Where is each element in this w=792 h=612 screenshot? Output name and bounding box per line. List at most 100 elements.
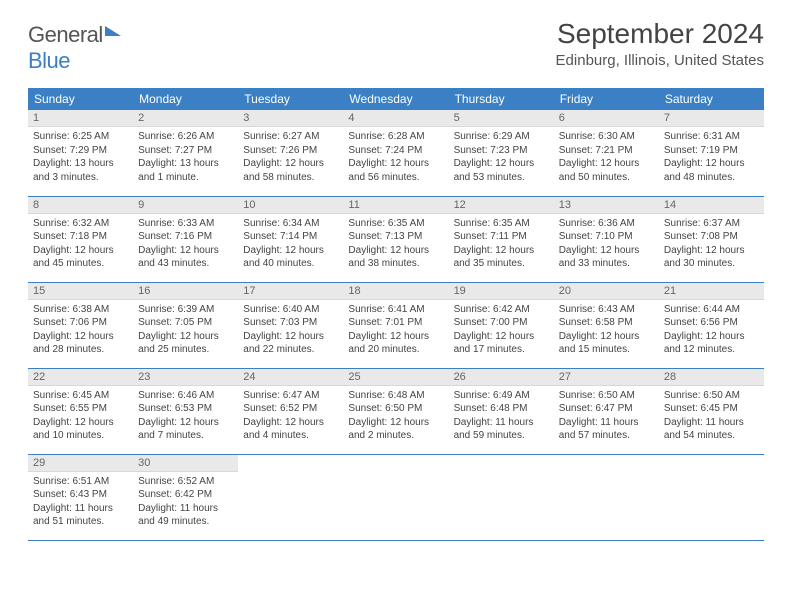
- day-details: Sunrise: 6:33 AMSunset: 7:16 PMDaylight:…: [133, 214, 238, 275]
- daylight-text: Daylight: 12 hours and 35 minutes.: [454, 244, 549, 271]
- day-number: 19: [449, 283, 554, 300]
- day-number: 28: [659, 369, 764, 386]
- calendar-day-cell: 29Sunrise: 6:51 AMSunset: 6:43 PMDayligh…: [28, 454, 133, 540]
- daylight-text: Daylight: 12 hours and 40 minutes.: [243, 244, 338, 271]
- sunset-text: Sunset: 7:19 PM: [664, 144, 759, 158]
- daylight-text: Daylight: 11 hours and 57 minutes.: [559, 416, 654, 443]
- calendar-day-cell: 3Sunrise: 6:27 AMSunset: 7:26 PMDaylight…: [238, 110, 343, 196]
- calendar-day-cell: 24 Sunrise: 6:47 AMSunset: 6:52 PMDayligh…: [238, 368, 343, 454]
- day-details: Sunrise: 6:30 AMSunset: 7:21 PMDaylight:…: [554, 127, 659, 188]
- calendar-day-cell: 17Sunrise: 6:40 AMSunset: 7:03 PMDayligh…: [238, 282, 343, 368]
- sunset-text: Sunset: 7:24 PM: [348, 144, 443, 158]
- day-number: 17: [238, 283, 343, 300]
- daylight-text: Daylight: 12 hours and 53 minutes.: [454, 157, 549, 184]
- day-details: Sunrise: 6:36 AMSunset: 7:10 PMDaylight:…: [554, 214, 659, 275]
- daylight-text: Daylight: 12 hours and 20 minutes.: [348, 330, 443, 357]
- calendar-day-cell: 22Sunrise: 6:45 AMSunset: 6:55 PMDayligh…: [28, 368, 133, 454]
- daylight-text: Daylight: 11 hours and 54 minutes.: [664, 416, 759, 443]
- sunrise-text: Sunrise: 6:46 AM: [138, 389, 233, 403]
- day-number: 3: [238, 110, 343, 127]
- daylight-text: Daylight: 12 hours and 10 minutes.: [33, 416, 128, 443]
- sunset-text: Sunset: 7:27 PM: [138, 144, 233, 158]
- daylight-text: Daylight: 12 hours and 56 minutes.: [348, 157, 443, 184]
- sunrise-text: Sunrise: 6:45 AM: [33, 389, 128, 403]
- day-details: Sunrise: 6:40 AMSunset: 7:03 PMDaylight:…: [238, 300, 343, 361]
- calendar-day-cell: 1Sunrise: 6:25 AMSunset: 7:29 PMDaylight…: [28, 110, 133, 196]
- daylight-text: Daylight: 12 hours and 28 minutes.: [33, 330, 128, 357]
- calendar-day-cell: 27Sunrise: 6:50 AMSunset: 6:47 PMDayligh…: [554, 368, 659, 454]
- sunset-text: Sunset: 7:00 PM: [454, 316, 549, 330]
- sunset-text: Sunset: 7:11 PM: [454, 230, 549, 244]
- day-details: Sunrise: 6:44 AMSunset: 6:56 PMDaylight:…: [659, 300, 764, 361]
- logo: General Blue: [28, 22, 121, 74]
- sunrise-text: Sunrise: 6:52 AM: [138, 475, 233, 489]
- day-details: Sunrise: 6:28 AMSunset: 7:24 PMDaylight:…: [343, 127, 448, 188]
- day-number: 23: [133, 369, 238, 386]
- daylight-text: Daylight: 12 hours and 45 minutes.: [33, 244, 128, 271]
- sunset-text: Sunset: 7:29 PM: [33, 144, 128, 158]
- day-number: 24: [238, 369, 343, 386]
- sunrise-text: Sunrise: 6:37 AM: [664, 217, 759, 231]
- day-number: 10: [238, 197, 343, 214]
- day-details: Sunrise: 6:34 AMSunset: 7:14 PMDaylight:…: [238, 214, 343, 275]
- sunset-text: Sunset: 7:01 PM: [348, 316, 443, 330]
- day-number: 2: [133, 110, 238, 127]
- day-number: 7: [659, 110, 764, 127]
- calendar-day-cell: 10Sunrise: 6:34 AMSunset: 7:14 PMDayligh…: [238, 196, 343, 282]
- daylight-text: Daylight: 12 hours and 43 minutes.: [138, 244, 233, 271]
- sunset-text: Sunset: 6:56 PM: [664, 316, 759, 330]
- calendar-header-row: SundayMondayTuesdayWednesdayThursdayFrid…: [28, 88, 764, 110]
- calendar-day-cell: 4Sunrise: 6:28 AMSunset: 7:24 PMDaylight…: [343, 110, 448, 196]
- sunset-text: Sunset: 7:08 PM: [664, 230, 759, 244]
- daylight-text: Daylight: 12 hours and 7 minutes.: [138, 416, 233, 443]
- daylight-text: Daylight: 12 hours and 58 minutes.: [243, 157, 338, 184]
- logo-word2: Blue: [28, 48, 70, 73]
- daylight-text: Daylight: 11 hours and 59 minutes.: [454, 416, 549, 443]
- daylight-text: Daylight: 12 hours and 22 minutes.: [243, 330, 338, 357]
- sunrise-text: Sunrise: 6:42 AM: [454, 303, 549, 317]
- sunset-text: Sunset: 6:55 PM: [33, 402, 128, 416]
- day-number: 8: [28, 197, 133, 214]
- calendar-day-cell: 23Sunrise: 6:46 AMSunset: 6:53 PMDayligh…: [133, 368, 238, 454]
- calendar-day-cell: 12Sunrise: 6:35 AMSunset: 7:11 PMDayligh…: [449, 196, 554, 282]
- month-title: September 2024: [556, 18, 764, 50]
- calendar-day-cell: [659, 454, 764, 540]
- calendar-week-row: 15Sunrise: 6:38 AMSunset: 7:06 PMDayligh…: [28, 282, 764, 368]
- calendar-day-cell: 15Sunrise: 6:38 AMSunset: 7:06 PMDayligh…: [28, 282, 133, 368]
- sunrise-text: Sunrise: 6:47 AM: [243, 389, 338, 403]
- calendar-table: SundayMondayTuesdayWednesdayThursdayFrid…: [28, 88, 764, 541]
- sunset-text: Sunset: 7:05 PM: [138, 316, 233, 330]
- daylight-text: Daylight: 13 hours and 3 minutes.: [33, 157, 128, 184]
- sunrise-text: Sunrise: 6:31 AM: [664, 130, 759, 144]
- day-details: Sunrise: 6:25 AMSunset: 7:29 PMDaylight:…: [28, 127, 133, 188]
- calendar-week-row: 22Sunrise: 6:45 AMSunset: 6:55 PMDayligh…: [28, 368, 764, 454]
- day-details: Sunrise: 6:43 AMSunset: 6:58 PMDaylight:…: [554, 300, 659, 361]
- calendar-week-row: 29Sunrise: 6:51 AMSunset: 6:43 PMDayligh…: [28, 454, 764, 540]
- sunrise-text: Sunrise: 6:40 AM: [243, 303, 338, 317]
- calendar-day-cell: 28Sunrise: 6:50 AMSunset: 6:45 PMDayligh…: [659, 368, 764, 454]
- calendar-day-cell: 5Sunrise: 6:29 AMSunset: 7:23 PMDaylight…: [449, 110, 554, 196]
- daylight-text: Daylight: 11 hours and 51 minutes.: [33, 502, 128, 529]
- sunset-text: Sunset: 6:52 PM: [243, 402, 338, 416]
- sunrise-text: Sunrise: 6:25 AM: [33, 130, 128, 144]
- sunset-text: Sunset: 7:23 PM: [454, 144, 549, 158]
- day-number: 20: [554, 283, 659, 300]
- calendar-day-cell: 26Sunrise: 6:49 AMSunset: 6:48 PMDayligh…: [449, 368, 554, 454]
- daylight-text: Daylight: 12 hours and 4 minutes.: [243, 416, 338, 443]
- calendar-day-cell: 2Sunrise: 6:26 AMSunset: 7:27 PMDaylight…: [133, 110, 238, 196]
- weekday-header: Sunday: [28, 88, 133, 110]
- calendar-day-cell: [554, 454, 659, 540]
- sunrise-text: Sunrise: 6:44 AM: [664, 303, 759, 317]
- weekday-header: Monday: [133, 88, 238, 110]
- header: General Blue September 2024 Edinburg, Il…: [28, 18, 764, 74]
- calendar-day-cell: 25Sunrise: 6:48 AMSunset: 6:50 PMDayligh…: [343, 368, 448, 454]
- day-details: Sunrise: 6:50 AMSunset: 6:45 PMDaylight:…: [659, 386, 764, 447]
- calendar-day-cell: 30Sunrise: 6:52 AMSunset: 6:42 PMDayligh…: [133, 454, 238, 540]
- calendar-day-cell: 11Sunrise: 6:35 AMSunset: 7:13 PMDayligh…: [343, 196, 448, 282]
- sunset-text: Sunset: 7:18 PM: [33, 230, 128, 244]
- day-number: 4: [343, 110, 448, 127]
- sunrise-text: Sunrise: 6:35 AM: [348, 217, 443, 231]
- calendar-week-row: 8Sunrise: 6:32 AMSunset: 7:18 PMDaylight…: [28, 196, 764, 282]
- day-details: Sunrise: 6:32 AMSunset: 7:18 PMDaylight:…: [28, 214, 133, 275]
- day-details: Sunrise: 6:29 AMSunset: 7:23 PMDaylight:…: [449, 127, 554, 188]
